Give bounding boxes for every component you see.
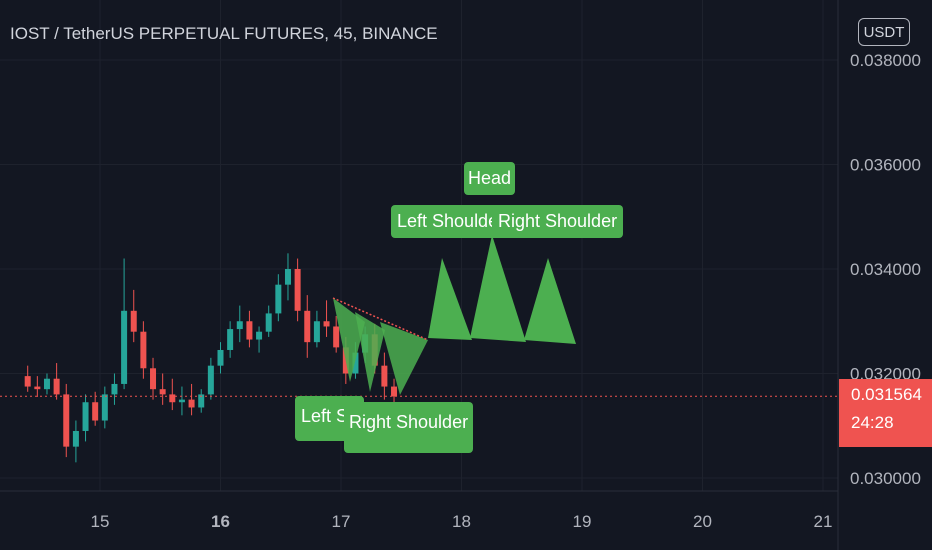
candle <box>121 258 128 390</box>
candle <box>294 258 301 322</box>
candle <box>82 394 89 442</box>
candle <box>381 352 388 400</box>
last-price-tag: 0.031564 24:28 <box>839 379 932 447</box>
label-upper-right-shoulder[interactable]: Right Shoulder <box>492 205 624 238</box>
candle <box>313 310 320 348</box>
time-tick-label: 20 <box>693 512 712 531</box>
chart-title: IOST / TetherUS PERPETUAL FUTURES, 45, B… <box>10 24 438 43</box>
candle <box>275 274 282 322</box>
candle <box>246 310 253 348</box>
candle <box>169 378 176 411</box>
time-tick-label: 21 <box>814 512 833 531</box>
time-tick-label: 17 <box>332 512 351 531</box>
candle <box>265 305 272 337</box>
candle <box>227 321 234 358</box>
candle <box>92 391 99 426</box>
time-tick-label: 15 <box>91 512 110 531</box>
currency-unit-button[interactable]: USDT <box>858 18 910 46</box>
bar-countdown: 24:28 <box>851 413 894 432</box>
price-tick-label: 0.030000 <box>850 469 921 488</box>
time-tick-label: 16 <box>211 512 230 531</box>
price-tick-label: 0.032000 <box>850 365 921 384</box>
candle <box>53 363 60 400</box>
candle <box>140 321 147 379</box>
label-lower-right-shoulder[interactable]: Right Shoulder <box>344 402 474 453</box>
candle <box>236 305 243 343</box>
candle <box>391 378 398 405</box>
time-tick-label: 18 <box>452 512 471 531</box>
candle <box>284 253 291 301</box>
candle <box>207 357 214 400</box>
candle <box>111 373 118 405</box>
candle <box>323 300 330 337</box>
candle <box>24 365 31 392</box>
time-tick-label: 19 <box>573 512 592 531</box>
candle <box>333 316 340 353</box>
candle <box>217 342 224 374</box>
last-price-value: 0.031564 <box>851 385 922 404</box>
grid-lines <box>0 0 838 491</box>
price-axis[interactable]: 0.030000 0.032000 0.034000 0.036000 0.038000 <box>850 51 921 488</box>
candle <box>150 357 157 400</box>
label-upper-left-shoulder[interactable]: Left Shoulder <box>391 205 511 238</box>
candle <box>256 326 263 353</box>
label-upper-head[interactable]: Head <box>464 162 516 195</box>
upper-pattern-drawing[interactable] <box>428 235 576 344</box>
candle <box>178 386 185 416</box>
candle <box>63 383 70 458</box>
candle <box>198 389 205 413</box>
candle <box>101 386 108 429</box>
candle <box>72 420 79 463</box>
candle <box>130 289 137 343</box>
candle <box>43 373 50 395</box>
price-tick-label: 0.034000 <box>850 260 921 279</box>
candle <box>188 383 195 416</box>
candle <box>34 376 41 398</box>
price-tick-label: 0.036000 <box>850 156 921 175</box>
candle <box>304 295 311 358</box>
time-axis[interactable]: 15 16 17 18 19 20 21 <box>91 512 833 531</box>
candle <box>159 373 166 405</box>
price-tick-label: 0.038000 <box>850 51 921 70</box>
lower-pattern-drawing[interactable] <box>332 297 429 395</box>
